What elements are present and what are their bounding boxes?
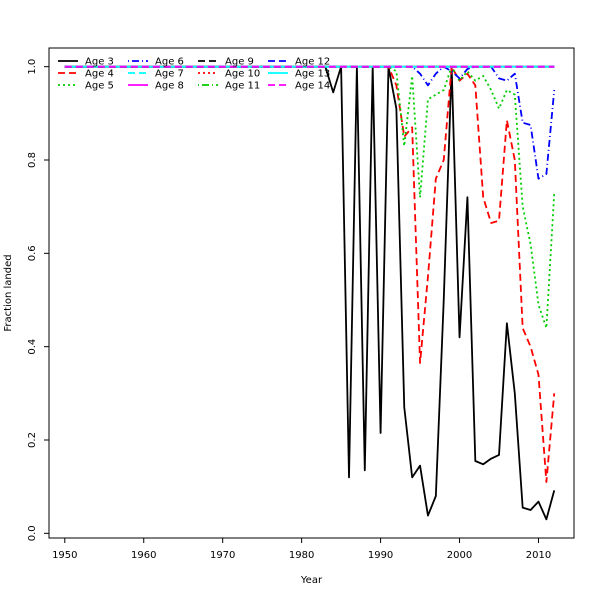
- legend-label: Age 14: [295, 81, 330, 92]
- x-tick-label: 1970: [210, 550, 235, 561]
- legend-label: Age 5: [85, 81, 114, 92]
- legend-item: Age 10: [198, 69, 260, 80]
- y-tick-label: 0.8: [27, 152, 38, 168]
- series-line-age-5: [64, 65, 556, 329]
- x-axis: 1950 1960 1970 1980 1990 2000 2010: [52, 538, 551, 561]
- y-tick-label: 1.0: [27, 59, 38, 75]
- legend-item: Age 7: [128, 69, 184, 80]
- legend-item: Age 3: [58, 57, 114, 68]
- series-line-age-4: [64, 65, 556, 483]
- legend-item: Age 4: [58, 69, 114, 80]
- legend-label: Age 10: [225, 69, 260, 80]
- x-tick-label: 1960: [131, 550, 156, 561]
- y-axis: 0.0 0.2 0.4 0.6 0.8 1.0: [27, 59, 49, 541]
- legend-label: Age 13: [295, 69, 330, 80]
- series-line-age-6: [64, 65, 556, 180]
- x-tick-label: 1990: [368, 550, 393, 561]
- legend-item: Age 5: [58, 81, 114, 92]
- y-axis-title: Fraction landed: [3, 254, 14, 331]
- legend-item: Age 13: [268, 69, 330, 80]
- legend-item: Age 14: [268, 81, 330, 92]
- legend-label: Age 11: [225, 81, 260, 92]
- legend-label: Age 7: [155, 69, 184, 80]
- legend-label: Age 8: [155, 81, 184, 92]
- y-tick-label: 0.6: [27, 245, 38, 261]
- y-tick-label: 0.2: [27, 432, 38, 448]
- legend-label: Age 6: [155, 57, 184, 68]
- x-tick-label: 1950: [52, 550, 77, 561]
- legend-item: Age 12: [268, 57, 330, 68]
- x-tick-label: 2000: [447, 550, 472, 561]
- y-tick-label: 0.4: [27, 339, 38, 355]
- legend-label: Age 12: [295, 57, 330, 68]
- x-tick-label: 1980: [289, 550, 314, 561]
- legend-item: Age 11: [198, 81, 260, 92]
- series-line-age-3: [64, 65, 556, 521]
- legend-label: Age 3: [85, 57, 114, 68]
- legend-item: Age 6: [128, 57, 184, 68]
- x-tick-label: 2010: [526, 550, 551, 561]
- legend-label: Age 9: [225, 57, 254, 68]
- legend-item: Age 8: [128, 81, 184, 92]
- plot-lines: [64, 65, 556, 521]
- x-axis-title: Year: [300, 575, 323, 586]
- legend-label: Age 4: [85, 69, 114, 80]
- legend-item: Age 9: [198, 57, 254, 68]
- y-tick-label: 0.0: [27, 525, 38, 541]
- plot-frame: [48, 47, 575, 539]
